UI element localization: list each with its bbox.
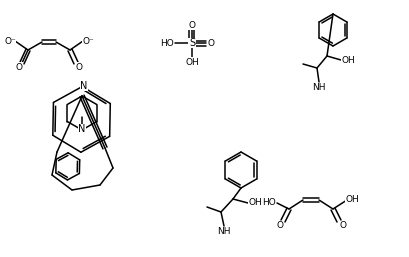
Text: OH: OH bbox=[344, 196, 358, 205]
Text: OH: OH bbox=[185, 58, 198, 67]
Text: NH: NH bbox=[217, 227, 230, 236]
Text: OH: OH bbox=[247, 198, 261, 207]
Text: O: O bbox=[276, 222, 283, 231]
Text: HO: HO bbox=[160, 39, 173, 48]
Text: N: N bbox=[78, 124, 85, 134]
Text: O: O bbox=[188, 21, 195, 30]
Text: OH: OH bbox=[340, 56, 354, 65]
Text: O: O bbox=[207, 39, 214, 48]
Text: O⁻: O⁻ bbox=[4, 36, 16, 45]
Text: O: O bbox=[16, 62, 22, 71]
Text: NH: NH bbox=[312, 84, 325, 93]
Text: HO: HO bbox=[261, 198, 275, 207]
Text: O⁻: O⁻ bbox=[82, 36, 94, 45]
Text: O: O bbox=[339, 222, 346, 231]
Text: N: N bbox=[80, 81, 88, 90]
Text: O: O bbox=[75, 62, 82, 71]
Text: S: S bbox=[189, 38, 195, 48]
